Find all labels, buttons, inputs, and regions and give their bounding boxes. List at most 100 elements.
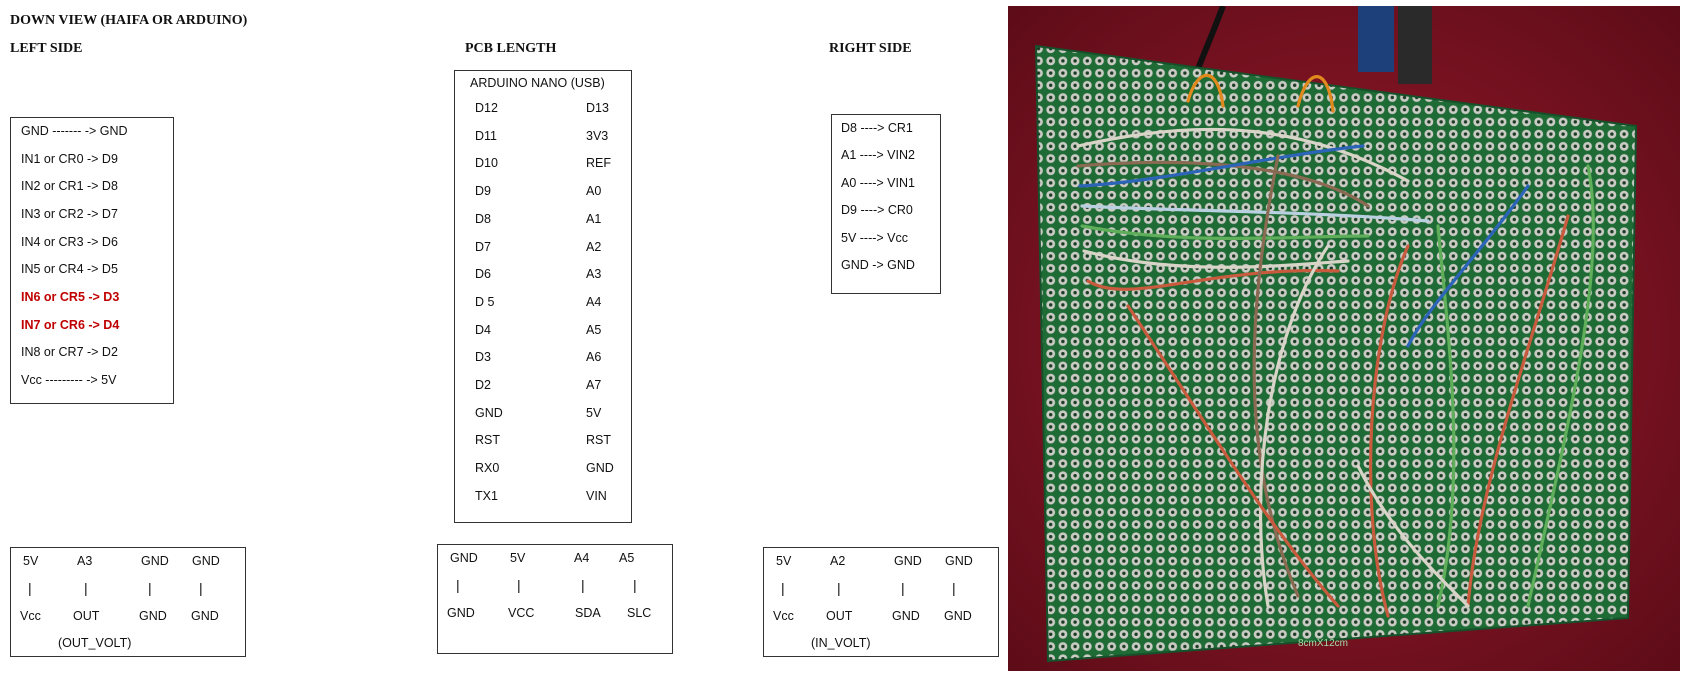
wire <box>1082 249 1350 269</box>
wire <box>1076 160 1370 208</box>
pin-connector-line: | <box>28 580 32 596</box>
left-row: GND ------- -> GND <box>21 124 128 138</box>
wire <box>1406 184 1530 348</box>
arduino-pin-right: A2 <box>586 239 602 254</box>
out-volt-caption: (OUT_VOLT) <box>58 636 132 650</box>
out-volt-box: 5V A3 GND GND | | | | Vcc OUT GND GND (O… <box>10 547 246 657</box>
arduino-pin-left: D7 <box>475 239 491 254</box>
i2c-top: 5V <box>510 551 526 565</box>
wire <box>1368 244 1410 618</box>
out-volt-top: GND <box>192 554 220 568</box>
in-volt-top: GND <box>894 554 922 568</box>
pin-connector-line: | <box>633 577 637 593</box>
arduino-pin-right: A6 <box>586 350 602 365</box>
wire <box>1086 268 1340 291</box>
in-volt-box: 5V A2 GND GND | | | | Vcc OUT GND GND (I… <box>763 547 999 657</box>
arduino-pin-right: 5V <box>586 405 602 420</box>
pin-connector-line: | <box>84 580 88 596</box>
perfboard <box>1034 44 1638 663</box>
arduino-pin-left: D6 <box>475 267 491 282</box>
arduino-pin-right: RST <box>586 433 611 448</box>
right-row: A0 ----> VIN1 <box>841 176 915 190</box>
arduino-pin-right: A5 <box>586 322 602 337</box>
usb-cable <box>1398 6 1432 84</box>
right-row: D8 ----> CR1 <box>841 121 913 135</box>
pin-connector-line: | <box>837 580 841 596</box>
wire <box>1356 464 1470 608</box>
arduino-pin-left: TX1 <box>475 488 498 503</box>
left-side-heading: LEFT SIDE <box>10 41 83 56</box>
arduino-pin-left: D3 <box>475 350 491 365</box>
left-row: IN8 or CR7 -> D2 <box>21 345 118 359</box>
left-row-highlight: IN6 or CR5 -> D3 <box>21 290 120 304</box>
arduino-pin-right: 3V3 <box>586 128 609 143</box>
in-volt-caption: (IN_VOLT) <box>811 636 871 650</box>
i2c-connector-box: GND 5V A4 A5 | | | | GND VCC SDA SLC <box>437 544 673 654</box>
pin-connector-line: | <box>199 580 203 596</box>
pin-connector-line: | <box>456 577 460 593</box>
board-size-label: 8cmX12cm <box>1298 638 1348 649</box>
right-side-box: D8 ----> CR1 A1 ----> VIN2 A0 ----> VIN1… <box>831 114 941 294</box>
wire <box>1076 127 1410 183</box>
arduino-pin-left: D2 <box>475 378 491 392</box>
right-row: A1 ----> VIN2 <box>841 148 915 162</box>
in-volt-top: GND <box>945 554 973 568</box>
i2c-bottom: GND <box>447 606 475 620</box>
arduino-pin-right: A4 <box>586 294 602 309</box>
arduino-pin-right: D13 <box>586 101 609 115</box>
left-side-box: GND ------- -> GND IN1 or CR0 -> D9 IN2 … <box>10 117 174 404</box>
usb-connector <box>1358 6 1394 72</box>
wire <box>1466 214 1570 608</box>
pin-connector-line: | <box>952 580 956 596</box>
right-row: GND -> GND <box>841 258 915 272</box>
out-volt-bottom: OUT <box>73 609 100 623</box>
i2c-bottom: VCC <box>508 606 535 620</box>
left-row: IN4 or CR3 -> D6 <box>21 235 118 249</box>
arduino-pin-left: GND <box>475 405 503 420</box>
i2c-top: A4 <box>574 551 590 565</box>
arduino-nano-title: ARDUINO NANO (USB) <box>470 76 605 90</box>
wire <box>1126 304 1340 608</box>
pin-connector-line: | <box>148 580 152 596</box>
i2c-bottom: SDA <box>575 606 601 620</box>
arduino-pin-left: D4 <box>475 322 491 337</box>
right-row: D9 ----> CR0 <box>841 203 913 217</box>
out-volt-top: 5V <box>23 554 39 568</box>
wire <box>1436 224 1456 608</box>
wire <box>1258 244 1330 608</box>
left-row: IN1 or CR0 -> D9 <box>21 152 118 166</box>
pin-connector-line: | <box>901 580 905 596</box>
i2c-top: GND <box>450 551 478 565</box>
in-volt-bottom: OUT <box>826 609 853 623</box>
wire <box>1252 154 1300 598</box>
wire <box>1186 73 1225 108</box>
arduino-pin-left: D11 <box>475 128 498 143</box>
wire <box>1526 164 1595 608</box>
wire <box>1078 144 1365 188</box>
i2c-top: A5 <box>619 551 635 565</box>
out-volt-top: GND <box>141 554 169 568</box>
pcb-length-heading: PCB LENGTH <box>465 41 557 56</box>
arduino-pin-right: A0 <box>586 184 602 199</box>
arduino-pin-left: D 5 <box>475 294 495 309</box>
right-side-heading: RIGHT SIDE <box>829 41 912 56</box>
out-volt-bottom: Vcc <box>20 609 41 623</box>
in-volt-bottom: GND <box>892 609 920 623</box>
arduino-pin-left: RX0 <box>475 461 500 476</box>
left-row: Vcc --------- -> 5V <box>21 373 117 387</box>
pin-connector-line: | <box>581 577 585 593</box>
arduino-pin-left: D8 <box>475 211 491 226</box>
left-row-highlight: IN7 or CR6 -> D4 <box>21 318 120 332</box>
arduino-pin-right: GND <box>586 461 614 476</box>
wire <box>1080 204 1430 223</box>
arduino-pin-right: REF <box>586 156 611 171</box>
arduino-nano-box: ARDUINO NANO (USB) D12 D13 D11 3V3 D10 REF D9 A… <box>454 70 632 523</box>
left-row: IN5 or CR4 -> D5 <box>21 262 118 276</box>
arduino-pin-left: D10 <box>475 156 498 171</box>
in-volt-bottom: Vcc <box>773 609 794 623</box>
arduino-pin-right: A1 <box>586 211 602 226</box>
wire-bundle <box>1076 73 1595 618</box>
in-volt-top: 5V <box>776 554 792 568</box>
in-volt-top: A2 <box>830 554 846 568</box>
out-volt-top: A3 <box>77 554 93 568</box>
